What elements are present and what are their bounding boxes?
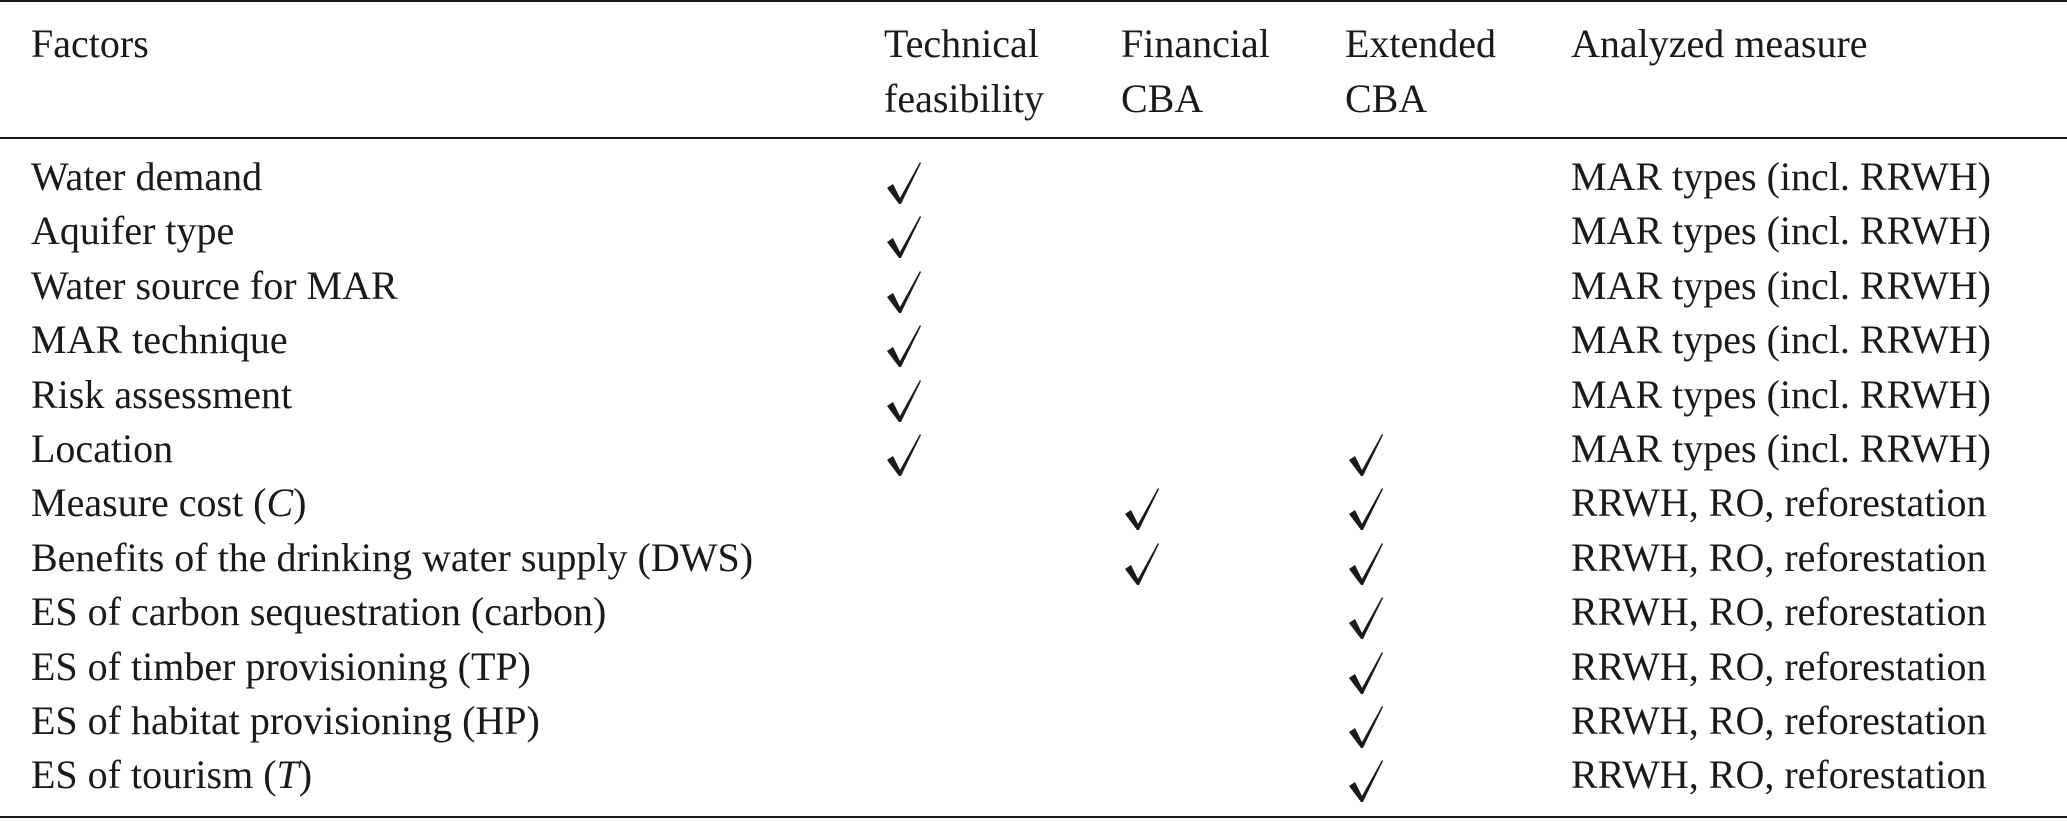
measure-cell: RRWH, RO, reforestation	[1571, 589, 1987, 635]
factor-text: Measure cost (	[31, 480, 267, 526]
factor-suffix: )	[293, 480, 307, 526]
factor-symbol: T	[276, 752, 299, 798]
factor-text: MAR technique	[31, 317, 288, 363]
factor-text: Water source for MAR	[31, 262, 398, 308]
technical-check-icon	[884, 269, 924, 315]
header-rule	[0, 137, 2067, 139]
factor-text: ES of carbon sequestration (carbon)	[31, 589, 607, 635]
factor-cell: Location	[31, 422, 173, 476]
table-row: ES of tourism (T) RRWH, RO, reforestation	[0, 748, 2067, 804]
header-extended-cba: Extended CBA	[1345, 21, 1497, 121]
factor-text: Aquifer type	[31, 208, 235, 254]
measure-cell: MAR types (incl. RRWH)	[1571, 426, 1991, 471]
factor-cell: MAR technique	[31, 313, 288, 367]
factor-cell: ES of timber provisioning (TP)	[31, 640, 531, 694]
table-row: Water source for MAR MAR types (incl. RRW…	[0, 259, 2067, 313]
measure-cell: MAR types (incl. RRWH)	[1571, 317, 1991, 363]
technical-check-icon	[884, 432, 924, 478]
extended-check-icon	[1346, 432, 1386, 478]
header-analyzed-measure: Analyzed measure	[1571, 21, 1868, 66]
measure-cell: RRWH, RO, reforestation	[1571, 480, 1987, 526]
technical-check-icon	[884, 323, 924, 369]
measure-cell: RRWH, RO, reforestation	[1571, 752, 1987, 798]
extended-check-icon	[1346, 595, 1386, 641]
factor-suffix: )	[298, 752, 313, 798]
factor-text: Location	[31, 426, 174, 471]
measure-cell: RRWH, RO, reforestation	[1571, 534, 1987, 580]
extended-check-icon	[1346, 758, 1386, 804]
extended-check-icon	[1346, 541, 1386, 587]
factor-symbol: C	[266, 480, 294, 526]
measure-cell: RRWH, RO, reforestation	[1571, 643, 1987, 689]
financial-check-icon	[1122, 541, 1162, 587]
technical-check-icon	[884, 378, 924, 424]
table-row: MAR technique MAR types (incl. RRWH)	[0, 313, 2067, 369]
factor-text: ES of timber provisioning (TP)	[31, 643, 531, 689]
measure-cell: MAR types (incl. RRWH)	[1571, 154, 1991, 199]
header-factors: Factors	[31, 21, 149, 66]
technical-check-icon	[884, 214, 924, 260]
factor-text: ES of habitat provisioning (HP)	[31, 698, 540, 743]
bottom-rule	[0, 816, 2067, 818]
factor-text: Water demand	[31, 154, 263, 199]
factor-cell: Aquifer type	[31, 204, 234, 258]
factor-cell: Benefits of the drinking water supply (D…	[31, 531, 753, 585]
extended-check-icon	[1346, 650, 1386, 696]
table-row: Measure cost (C) RRWH, RO, reforestation	[0, 476, 2067, 532]
factor-text: ES of tourism (	[31, 752, 277, 798]
header-financial-cba: Financial CBA	[1121, 21, 1270, 121]
measure-cell: MAR types (incl. RRWH)	[1571, 371, 1991, 417]
factor-cell: ES of tourism (T)	[31, 748, 312, 802]
measure-cell: MAR types (incl. RRWH)	[1571, 208, 1991, 254]
factor-cell: Measure cost (C)	[31, 476, 306, 530]
factor-cell: Water demand	[31, 150, 262, 204]
table-row: ES of carbon sequestration (carbon) RRWH,…	[0, 585, 2067, 641]
table-row: Benefits of the drinking water supply (D…	[0, 531, 2067, 585]
factor-text: Benefits of the drinking water supply (D…	[31, 534, 754, 580]
table-row: Water demand MAR types (incl. RRWH)	[0, 150, 2067, 204]
table-row: ES of timber provisioning (TP) RRWH, RO, …	[0, 640, 2067, 694]
measure-cell: RRWH, RO, reforestation	[1571, 698, 1987, 743]
factor-cell: Risk assessment	[31, 368, 292, 422]
factor-cell: Water source for MAR	[31, 259, 398, 313]
top-rule	[0, 0, 2067, 2]
measure-cell: MAR types (incl. RRWH)	[1571, 262, 1991, 308]
table-row: ES of habitat provisioning (HP) RRWH, RO,…	[0, 694, 2067, 748]
header-technical-feasibility: Technical feasibility	[884, 21, 1044, 121]
extended-check-icon	[1346, 486, 1386, 532]
table-row: Aquifer type MAR types (incl. RRWH)	[0, 204, 2067, 260]
extended-check-icon	[1346, 704, 1386, 750]
financial-check-icon	[1122, 486, 1162, 532]
factor-cell: ES of carbon sequestration (carbon)	[31, 585, 606, 639]
factor-cell: ES of habitat provisioning (HP)	[31, 694, 540, 748]
technical-check-icon	[884, 160, 924, 206]
table-row: Location MAR types (incl. RRWH)	[0, 422, 2067, 476]
table-row: Risk assessment MAR types (incl. RRWH)	[0, 368, 2067, 422]
factor-text: Risk assessment	[31, 371, 293, 417]
